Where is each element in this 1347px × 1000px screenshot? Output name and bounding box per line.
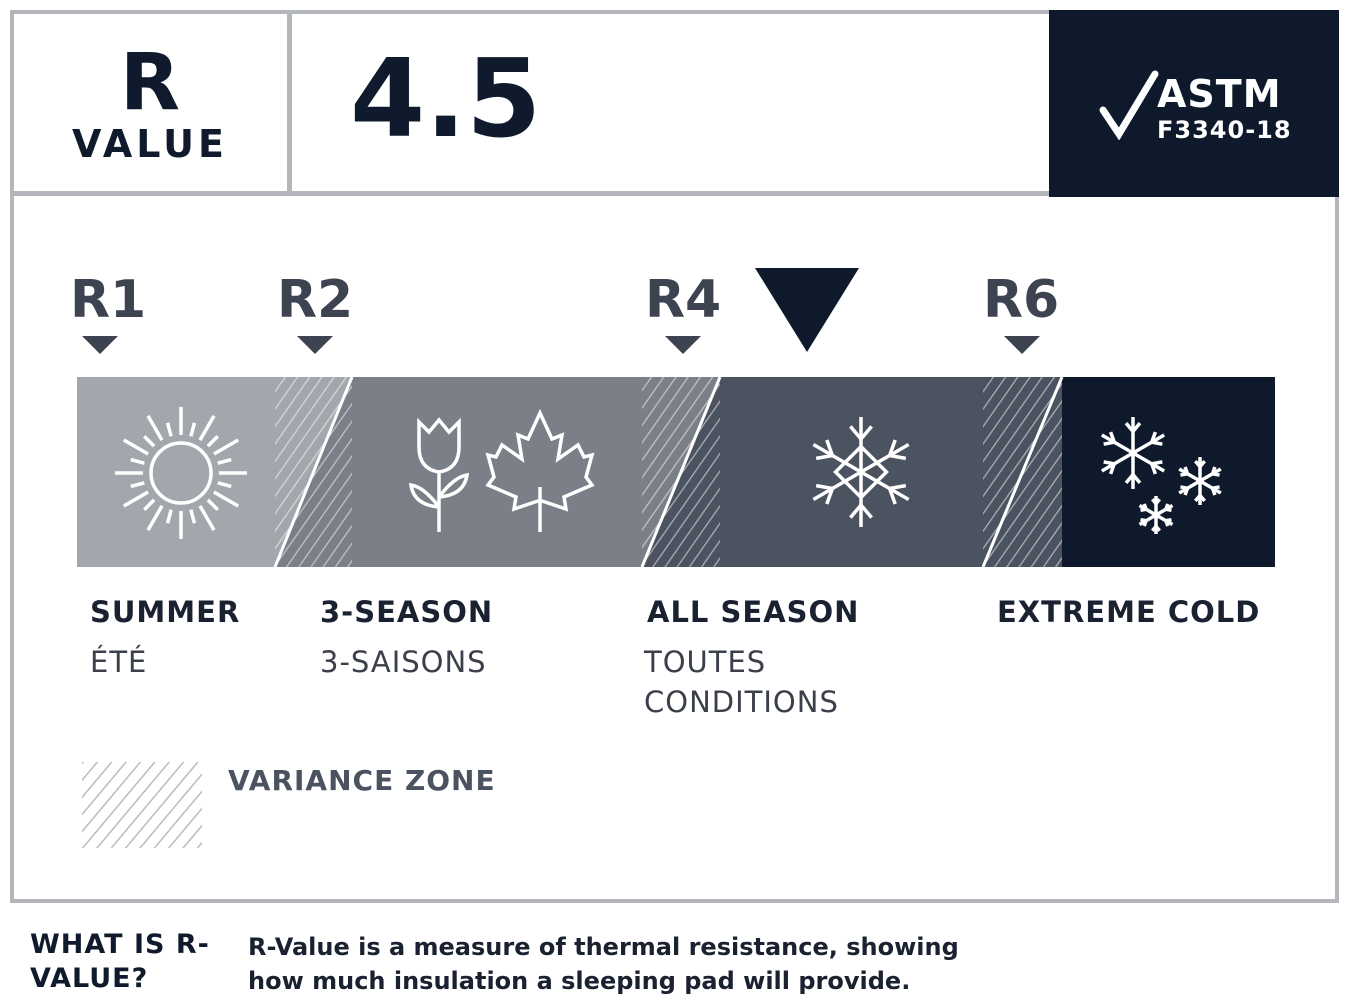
astm-badge: ASTM F3340-18 [1049, 10, 1339, 197]
marker-arrow [1004, 336, 1040, 354]
maple-leaf-icon [485, 408, 595, 532]
astm-title: ASTM [1157, 72, 1282, 116]
marker-arrow [665, 336, 701, 354]
r-value-number: 4.5 [350, 37, 542, 162]
marker-r2: R2 [277, 270, 354, 330]
current-value-indicator [755, 268, 859, 352]
marker-r1: R1 [70, 270, 147, 330]
segment-label-extreme-cold: EXTREME COLD [997, 595, 1261, 629]
card-frame [10, 10, 1339, 903]
divider [10, 191, 1339, 196]
marker-arrow [297, 336, 333, 354]
checkmark-icon [1099, 70, 1159, 140]
variance-zone-label: VARIANCE ZONE [228, 764, 496, 797]
segment-sub-3-season: 3-SAISONS [320, 645, 487, 679]
segment-sub-summer: ÉTÉ [90, 645, 148, 679]
snowflakes-icon [1100, 417, 1222, 534]
footer-answer: R-Value is a measure of thermal resistan… [248, 933, 959, 995]
footer-question: WHAT IS R-VALUE? [30, 929, 210, 994]
snowflake-icon [812, 417, 910, 527]
sun-icon [115, 407, 247, 539]
marker-arrow [82, 336, 118, 354]
r-value-scale-bar [77, 377, 1275, 567]
segment-label-3-season: 3-SEASON [320, 595, 494, 629]
astm-code: F3340-18 [1157, 116, 1292, 144]
marker-r4: R4 [645, 270, 722, 330]
marker-r6: R6 [983, 270, 1060, 330]
segment-label-all-season: ALL SEASON [647, 595, 860, 629]
r-letter: R [119, 38, 181, 128]
variance-zone-swatch [82, 762, 202, 848]
segment-extreme-cold [1062, 377, 1275, 567]
segment-label-summer: SUMMER [90, 595, 241, 629]
divider [287, 10, 292, 193]
tulip-icon [408, 417, 470, 532]
value-label: VALUE [72, 122, 228, 166]
segment-sub-all-season: TOUTES CONDITIONS [644, 645, 839, 719]
